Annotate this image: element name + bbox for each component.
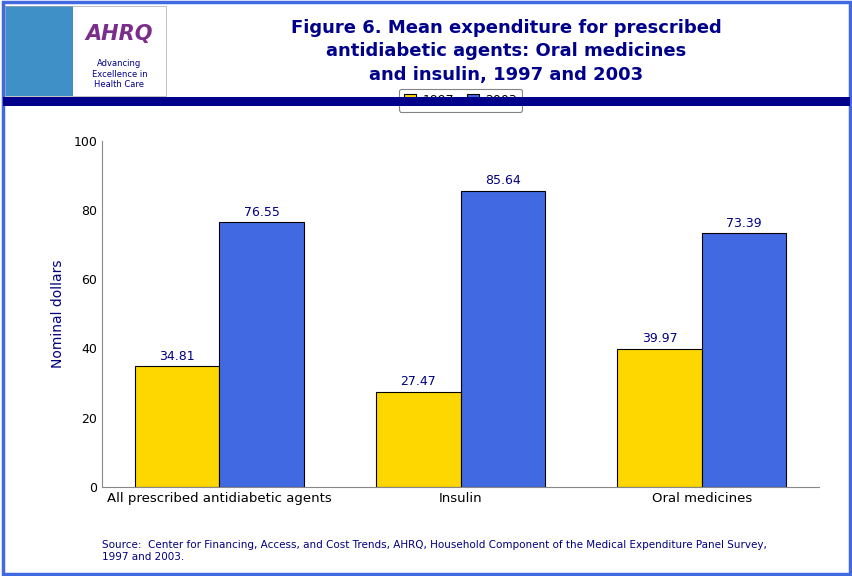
- Text: AHRQ: AHRQ: [85, 24, 153, 44]
- Text: 39.97: 39.97: [641, 332, 676, 345]
- Text: 34.81: 34.81: [159, 350, 195, 363]
- Y-axis label: Nominal dollars: Nominal dollars: [51, 260, 66, 368]
- Text: Source:  Center for Financing, Access, and Cost Trends, AHRQ, Household Componen: Source: Center for Financing, Access, an…: [102, 540, 766, 562]
- Text: Advancing
Excellence in
Health Care: Advancing Excellence in Health Care: [91, 59, 147, 89]
- Text: 76.55: 76.55: [244, 206, 279, 219]
- Text: 73.39: 73.39: [725, 217, 761, 230]
- Text: 85.64: 85.64: [485, 175, 520, 187]
- Text: 27.47: 27.47: [400, 376, 435, 388]
- Bar: [617, 348, 701, 487]
- Bar: [701, 233, 786, 487]
- Legend: 1997, 2003: 1997, 2003: [399, 89, 521, 112]
- Bar: [135, 366, 219, 487]
- Bar: [219, 222, 303, 487]
- Bar: [376, 392, 460, 487]
- Text: Figure 6. Mean expenditure for prescribed
antidiabetic agents: Oral medicines
an: Figure 6. Mean expenditure for prescribe…: [291, 18, 721, 84]
- Bar: [460, 191, 544, 487]
